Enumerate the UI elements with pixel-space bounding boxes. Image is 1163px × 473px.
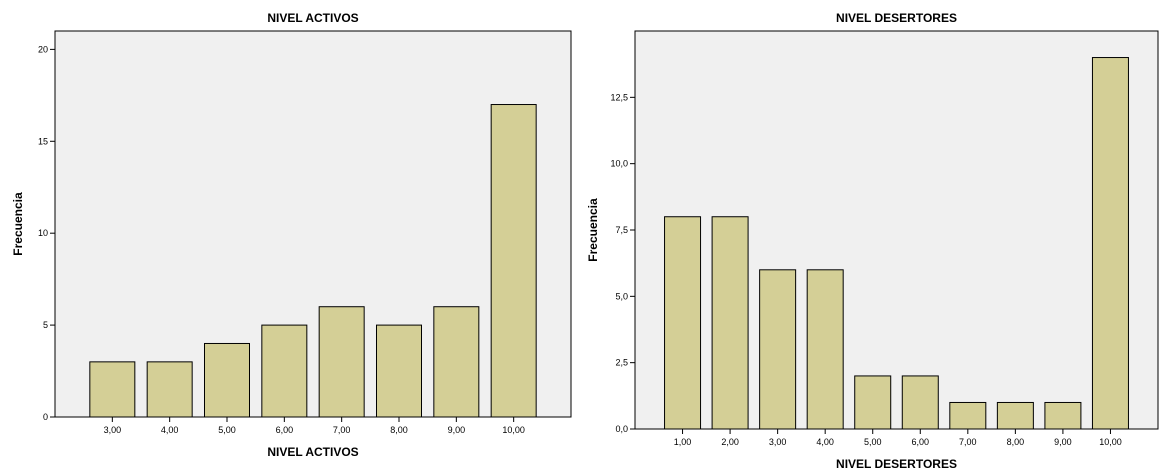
bar bbox=[949, 401, 987, 430]
bar bbox=[1044, 401, 1082, 430]
y-axis-label: Frecuencia bbox=[586, 198, 600, 262]
x-tick-label: 10,00 bbox=[1099, 437, 1122, 447]
bar bbox=[89, 361, 136, 418]
x-axis-label: NIVEL ACTIVOS bbox=[267, 445, 358, 459]
bar bbox=[1091, 57, 1129, 430]
bar bbox=[664, 216, 702, 430]
y-tick-label: 2,5 bbox=[615, 358, 628, 368]
x-tick-label: 10,00 bbox=[502, 425, 525, 435]
x-tick-label: 3,00 bbox=[104, 425, 122, 435]
bar bbox=[854, 375, 892, 430]
x-tick-label: 8,00 bbox=[390, 425, 408, 435]
x-tick-label: 8,00 bbox=[1007, 437, 1025, 447]
bar bbox=[490, 104, 537, 418]
x-tick-label: 6,00 bbox=[276, 425, 294, 435]
x-tick-label: 3,00 bbox=[769, 437, 787, 447]
x-tick-label: 4,00 bbox=[816, 437, 834, 447]
bar bbox=[433, 306, 480, 418]
bar bbox=[318, 306, 365, 418]
bar bbox=[806, 269, 844, 430]
x-tick-label: 9,00 bbox=[448, 425, 466, 435]
y-axis-label: Frecuencia bbox=[11, 192, 25, 256]
chart-svg: NIVEL DESERTORES 0,0 2,5 5,0 7,5 10,0 12,5 1,00… bbox=[586, 11, 1159, 471]
bar bbox=[376, 324, 422, 418]
plot-area bbox=[54, 30, 572, 418]
bar bbox=[204, 342, 250, 418]
y-tick-label: 0,0 bbox=[615, 424, 628, 434]
x-tick-label: 5,00 bbox=[864, 437, 882, 447]
bar bbox=[901, 375, 939, 430]
x-tick-label: 7,00 bbox=[959, 437, 977, 447]
y-tick-label: 10,0 bbox=[610, 159, 628, 169]
bar bbox=[759, 269, 797, 430]
chart-nivel-desertores: NIVEL DESERTORES 0,0 2,5 5,0 7,5 10,0 12,5 1,00… bbox=[575, 0, 1163, 473]
chart-svg: NIVEL ACTIVOS 0 5 10 15 20 3,00 4,00 5,00 6,00 7,0… bbox=[11, 11, 572, 459]
x-tick-label: 6,00 bbox=[912, 437, 930, 447]
x-tick-label: 7,00 bbox=[333, 425, 351, 435]
y-tick-label: 0 bbox=[43, 412, 48, 422]
bar bbox=[261, 324, 308, 418]
x-tick-label: 2,00 bbox=[721, 437, 739, 447]
chart-nivel-activos: NIVEL ACTIVOS 0 5 10 15 20 3,00 4,00 5,00 6,00 7,0… bbox=[0, 0, 575, 473]
y-tick-label: 15 bbox=[38, 136, 48, 146]
x-axis-label: NIVEL DESERTORES bbox=[836, 457, 957, 471]
y-tick-label: 7,5 bbox=[615, 225, 628, 235]
chart-title: NIVEL ACTIVOS bbox=[267, 11, 358, 25]
y-tick-label: 20 bbox=[38, 44, 48, 54]
y-tick-label: 5,0 bbox=[615, 291, 628, 301]
x-tick-label: 4,00 bbox=[161, 425, 179, 435]
y-tick-label: 12,5 bbox=[610, 92, 628, 102]
y-tick-label: 10 bbox=[38, 228, 48, 238]
y-tick-label: 5 bbox=[43, 320, 48, 330]
chart-title: NIVEL DESERTORES bbox=[836, 11, 957, 25]
x-tick-label: 5,00 bbox=[218, 425, 236, 435]
bar bbox=[146, 361, 193, 418]
x-tick-label: 9,00 bbox=[1054, 437, 1072, 447]
x-tick-label: 1,00 bbox=[674, 437, 692, 447]
bar bbox=[711, 216, 749, 430]
bar bbox=[996, 401, 1034, 430]
